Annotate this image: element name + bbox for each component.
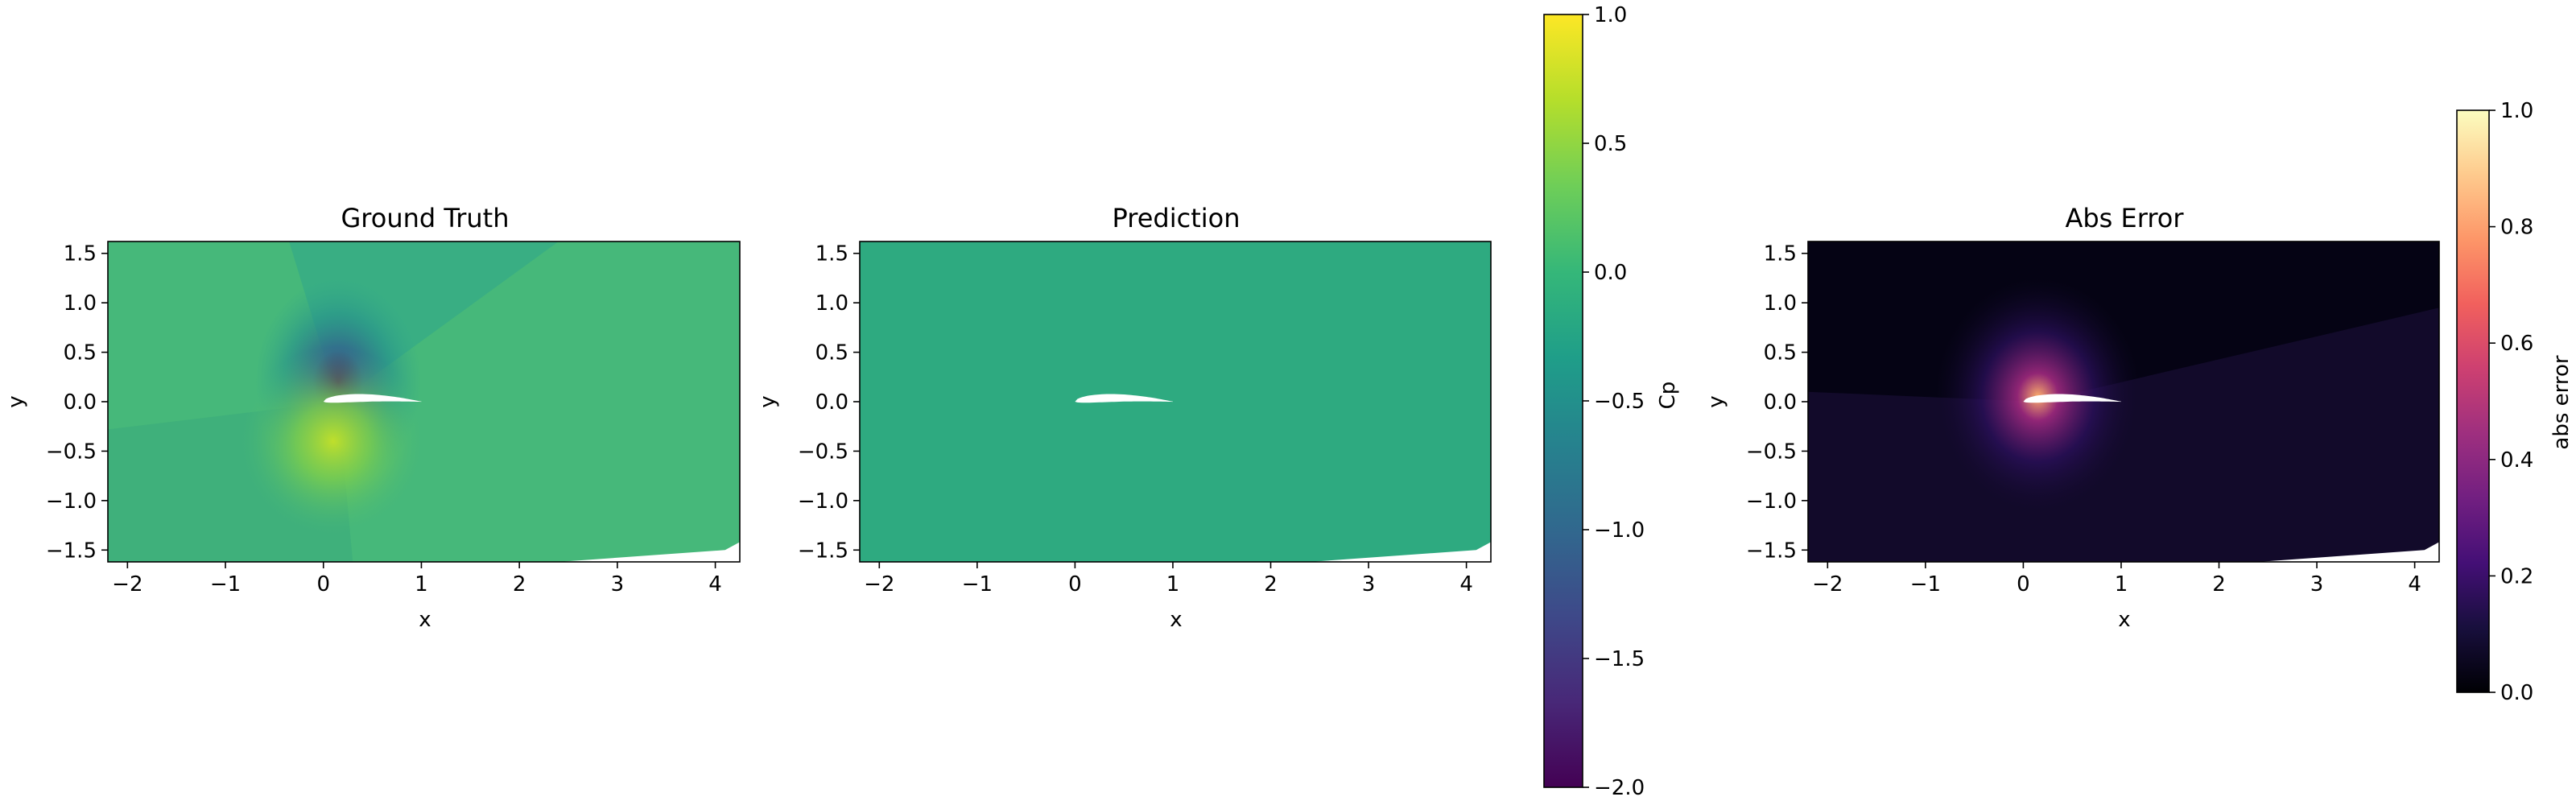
colorbar-abs-error: 1.0 0.8 0.6 0.4 0.2 0.0 abs error bbox=[2456, 99, 2574, 705]
x-tick-label: 4 bbox=[1459, 572, 1473, 597]
error-field bbox=[1808, 242, 2439, 562]
x-tick-label: 0 bbox=[316, 572, 330, 597]
colorbar-gradient bbox=[2456, 109, 2490, 693]
y-tick-label: −0.5 bbox=[798, 440, 848, 464]
x-tick-label: −2 bbox=[864, 572, 894, 597]
y-tick-label: 0.0 bbox=[1764, 390, 1797, 415]
mesh-boundary bbox=[2258, 542, 2439, 562]
x-tick-label: 1 bbox=[1166, 572, 1180, 597]
y-tick-label: −1.5 bbox=[798, 539, 848, 563]
colorbar-tick-label: 0.0 bbox=[1594, 261, 1627, 285]
y-tick-label: −1.0 bbox=[1746, 489, 1797, 514]
field-background bbox=[860, 242, 1491, 562]
colorbar-cp: 1.0 0.5 0.0 −0.5 −1.0 −1.5 −2.0 Cp bbox=[1543, 3, 1680, 800]
y-axis-label: y bbox=[756, 395, 780, 407]
cp-field-ground-truth bbox=[108, 242, 740, 562]
x-tick-label: 4 bbox=[2408, 572, 2421, 597]
airfoil bbox=[1075, 394, 1173, 403]
colorbar-gradient bbox=[1543, 14, 1583, 788]
x-tick-label: 3 bbox=[611, 572, 625, 597]
colorbar-tick-label: 0.0 bbox=[2500, 681, 2533, 705]
x-tick-label: −1 bbox=[962, 572, 993, 597]
x-tick-label: −1 bbox=[210, 572, 241, 597]
colorbar-tick-label: 0.4 bbox=[2500, 448, 2533, 473]
x-tick-label: 2 bbox=[513, 572, 526, 597]
panel-title: Ground Truth bbox=[341, 203, 510, 233]
y-tick-label: 1.5 bbox=[1764, 242, 1797, 266]
x-tick-label: 3 bbox=[2310, 572, 2324, 597]
y-tick-label: 0.5 bbox=[1764, 341, 1797, 365]
y-tick-label: 1.0 bbox=[815, 291, 848, 316]
colorbar-tick-label: −1.0 bbox=[1594, 518, 1645, 543]
panel-ground-truth: Ground Truth −2 −1 0 1 2 3 4 1.5 1.0 0.5 0.0 −0.5 −1… bbox=[4, 203, 741, 632]
x-tick-label: 1 bbox=[2115, 572, 2128, 597]
x-tick-label: 0 bbox=[2017, 572, 2030, 597]
colorbar-tick-label: 1.0 bbox=[2500, 99, 2533, 123]
y-tick-label: −1.0 bbox=[46, 489, 97, 514]
colorbar-tick-label: 0.2 bbox=[2500, 564, 2533, 588]
x-tick-label: 2 bbox=[2212, 572, 2226, 597]
colorbar-tick-label: 0.6 bbox=[2500, 332, 2533, 356]
mesh-boundary bbox=[558, 542, 740, 562]
x-tick-label: 4 bbox=[708, 572, 722, 597]
y-tick-label: 1.5 bbox=[815, 242, 848, 266]
y-tick-label: 1.0 bbox=[1764, 291, 1797, 316]
x-tick-label: 0 bbox=[1068, 572, 1082, 597]
colorbar-label: abs error bbox=[2549, 355, 2574, 450]
cp-field-prediction bbox=[860, 242, 1491, 562]
y-tick-label: −1.5 bbox=[46, 539, 97, 563]
mesh-boundary bbox=[1310, 542, 1491, 562]
colorbar-tick-label: −2.0 bbox=[1594, 776, 1645, 800]
x-axis-label: x bbox=[419, 608, 431, 632]
airfoil bbox=[323, 394, 422, 403]
y-axis-label: y bbox=[1704, 395, 1728, 407]
colorbar-tick-label: −1.5 bbox=[1594, 647, 1645, 671]
y-tick-label: −0.5 bbox=[46, 440, 97, 464]
x-tick-label: 2 bbox=[1264, 572, 1278, 597]
y-tick-label: 0.0 bbox=[815, 390, 848, 415]
y-tick-label: 0.5 bbox=[815, 341, 848, 365]
panel-prediction: Prediction −2 −1 0 1 2 3 4 1.5 1.0 0.5 0.0 −0.5 −1.0… bbox=[756, 203, 1492, 632]
panel-title: Abs Error bbox=[2065, 203, 2184, 233]
y-tick-label: −1.0 bbox=[798, 489, 848, 514]
airfoil bbox=[2023, 394, 2121, 403]
x-tick-label: −2 bbox=[1812, 572, 1843, 597]
colorbar-tick-label: 0.8 bbox=[2500, 216, 2533, 240]
y-tick-label: 0.5 bbox=[64, 341, 97, 365]
y-axis-label: y bbox=[4, 395, 28, 407]
y-tick-label: 0.0 bbox=[64, 390, 97, 415]
x-tick-label: 3 bbox=[1362, 572, 1376, 597]
colorbar-label: Cp bbox=[1656, 382, 1680, 410]
stagnation-contour bbox=[240, 347, 427, 535]
colorbar-tick-label: 0.5 bbox=[1594, 132, 1627, 156]
y-tick-label: 1.5 bbox=[64, 242, 97, 266]
x-tick-label: −2 bbox=[112, 572, 142, 597]
panel-title: Prediction bbox=[1113, 203, 1241, 233]
y-tick-label: −0.5 bbox=[1746, 440, 1797, 464]
colorbar-tick-label: 1.0 bbox=[1594, 3, 1627, 27]
panel-abs-error: Abs Error −2 −1 0 1 2 3 4 1.5 1.0 0.5 0.0 −0.5 −1.0 −… bbox=[1704, 203, 2440, 632]
x-axis-label: x bbox=[2118, 608, 2130, 632]
x-tick-label: −1 bbox=[1910, 572, 1941, 597]
y-tick-label: −1.5 bbox=[1746, 539, 1797, 563]
y-tick-label: 1.0 bbox=[64, 291, 97, 316]
x-tick-label: 1 bbox=[415, 572, 428, 597]
x-axis-label: x bbox=[1170, 608, 1182, 632]
colorbar-tick-label: −0.5 bbox=[1594, 390, 1645, 414]
